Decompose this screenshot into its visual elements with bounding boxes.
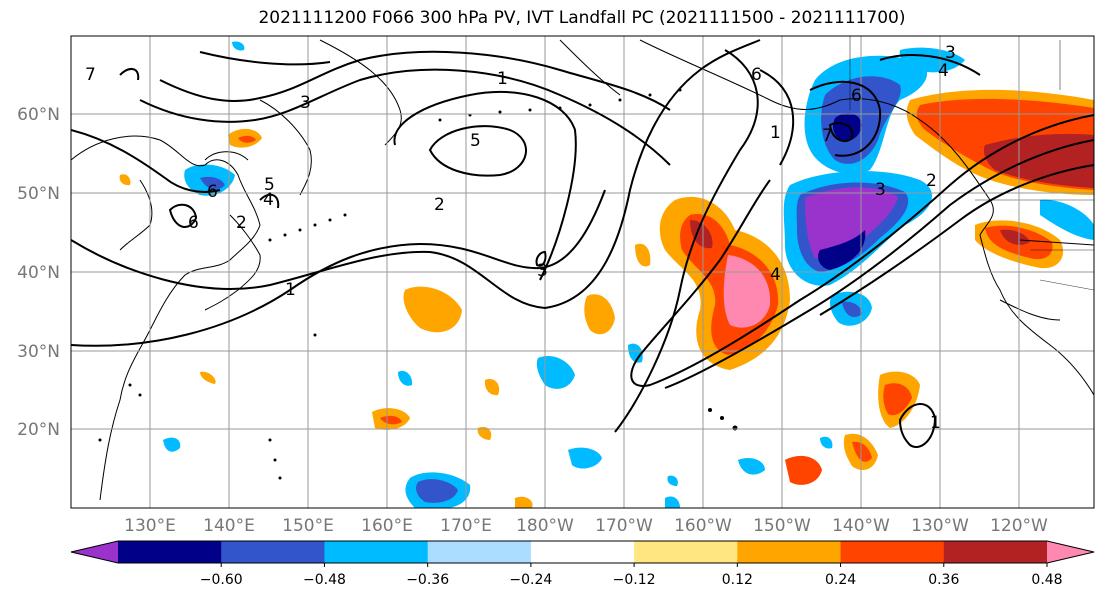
lat-label: 60°N bbox=[17, 105, 60, 125]
contour-label: 7 bbox=[822, 126, 833, 146]
colorbar-outline bbox=[70, 540, 1095, 564]
colorbar-extend-right bbox=[1047, 541, 1094, 563]
contour-label: 5 bbox=[264, 175, 275, 195]
contour-label: 3 bbox=[300, 93, 311, 113]
contour-label: 1 bbox=[930, 413, 941, 433]
contour-label: 7 bbox=[85, 65, 96, 85]
lon-label: 140°E bbox=[203, 516, 255, 536]
colorbar-tick-label: −0.36 bbox=[406, 572, 449, 588]
colorbar-tick-label: 0.24 bbox=[825, 572, 856, 588]
latitude-labels: 60°N 50°N 40°N 30°N 20°N bbox=[17, 105, 60, 440]
colorbar-cell bbox=[118, 541, 222, 563]
contour-label: 4 bbox=[770, 265, 781, 285]
contour-label: 4 bbox=[263, 190, 274, 210]
contour-label: 2 bbox=[236, 213, 247, 233]
borders bbox=[849, 36, 1094, 291]
lon-label: 160°W bbox=[674, 516, 732, 536]
map-title: 2021111200 F066 300 hPa PV, IVT Landfall… bbox=[258, 8, 906, 28]
colorbar-cell bbox=[943, 541, 1048, 563]
colorbar-cell bbox=[530, 541, 635, 563]
contour-label: 2 bbox=[434, 195, 445, 215]
contour-label: 6 bbox=[207, 182, 218, 202]
islands bbox=[98, 88, 738, 480]
colorbar: −0.60 −0.48 −0.36 −0.24 −0.12 0.12 0.24 0.36 0.4… bbox=[70, 540, 1095, 588]
contour-label: 3 bbox=[875, 180, 886, 200]
lon-label: 130°E bbox=[124, 516, 176, 536]
colorbar-extend-left bbox=[71, 541, 118, 563]
lat-label: 20°N bbox=[17, 420, 60, 440]
lon-label: 140°W bbox=[832, 516, 890, 536]
colorbar-tick-label: 0.48 bbox=[1031, 572, 1062, 588]
lon-label: 170°W bbox=[595, 516, 653, 536]
lat-label: 50°N bbox=[17, 184, 60, 204]
colorbar-tick-label: −0.48 bbox=[303, 572, 346, 588]
contour-label: 1 bbox=[285, 280, 296, 300]
contour-label: 6 bbox=[188, 213, 199, 233]
colorbar-cell bbox=[221, 541, 325, 563]
contour-label: 6 bbox=[851, 86, 862, 106]
contour-labels: 1 3 5 2 6 6 1 3 1 6 6 7 3 4 4 3 4 2 1 7 … bbox=[85, 43, 956, 433]
longitude-labels: 130°E 140°E 150°E 160°E 170°E 180°W 170°… bbox=[124, 516, 1048, 536]
lon-label: 160°E bbox=[361, 516, 413, 536]
contour-label: 1 bbox=[770, 123, 781, 143]
colorbar-tick-label: 0.12 bbox=[722, 572, 753, 588]
lat-label: 40°N bbox=[17, 263, 60, 283]
lon-label: 130°W bbox=[911, 516, 969, 536]
contour-label: 3 bbox=[945, 43, 956, 63]
colorbar-cell bbox=[427, 541, 532, 563]
colorbar-tick-label: −0.60 bbox=[200, 572, 243, 588]
colorbar-tick-label: −0.24 bbox=[509, 572, 552, 588]
graticule bbox=[71, 36, 1094, 508]
map-frame bbox=[70, 35, 1095, 509]
lon-label: 180°W bbox=[516, 516, 574, 536]
contour-label: 4 bbox=[938, 61, 949, 81]
contour-label: 1 bbox=[497, 69, 508, 89]
colorbar-cell bbox=[840, 541, 945, 563]
contour-label: 5 bbox=[470, 131, 481, 151]
contour-label: 3 bbox=[537, 261, 548, 281]
lon-label: 150°W bbox=[753, 516, 811, 536]
pv-contours bbox=[71, 39, 1094, 448]
colorbar-cell bbox=[324, 541, 429, 563]
colorbar-tick-label: 0.36 bbox=[928, 572, 959, 588]
lon-label: 170°E bbox=[440, 516, 492, 536]
lon-label: 120°W bbox=[990, 516, 1048, 536]
lon-label: 150°E bbox=[282, 516, 334, 536]
colorbar-tick-label: −0.12 bbox=[613, 572, 656, 588]
colorbar-cell bbox=[737, 541, 842, 563]
contour-label: 6 bbox=[751, 65, 762, 85]
contour-label: 2 bbox=[926, 171, 937, 191]
colorbar-cell bbox=[634, 541, 738, 563]
lat-label: 30°N bbox=[17, 342, 60, 362]
